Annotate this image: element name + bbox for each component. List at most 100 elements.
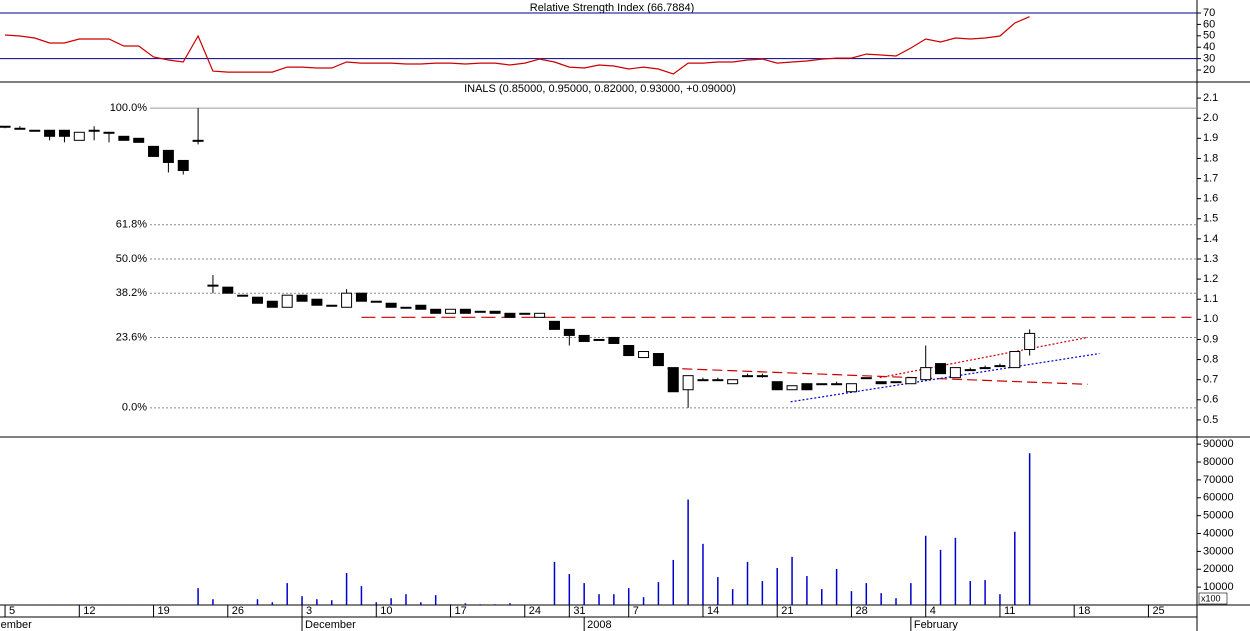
trend-line	[790, 352, 1100, 403]
volume-bar	[123, 604, 125, 605]
volume-bar	[538, 604, 541, 605]
volume-bar	[33, 604, 36, 605]
volume-bar	[286, 583, 288, 605]
candle-body	[771, 381, 783, 391]
volume-bar	[78, 604, 81, 605]
volume-bar	[434, 595, 437, 605]
volume-bar	[420, 602, 422, 605]
candle-body	[593, 338, 605, 341]
volume-bar	[256, 599, 259, 605]
volume-bar	[553, 561, 556, 605]
candle-body	[415, 304, 427, 310]
candle-body	[548, 320, 560, 330]
y-tick-label: 40000	[1203, 527, 1234, 539]
volume-bar	[627, 588, 630, 605]
candle-body	[504, 312, 516, 318]
fib-level-label: 23.6%	[116, 331, 147, 343]
fib-level-label: 0.0%	[122, 402, 147, 414]
candle-body	[756, 375, 768, 378]
volume-bar	[301, 596, 303, 605]
candle-body	[964, 369, 976, 372]
x-tick-label: 26	[232, 605, 244, 617]
x-tick-label: 10	[380, 605, 392, 617]
volume-bar	[969, 581, 972, 605]
candle-body	[430, 308, 442, 314]
y-tick-label: 60000	[1203, 492, 1234, 504]
volume-bar	[108, 604, 110, 605]
y-tick-label: 1.1	[1203, 293, 1218, 305]
y-tick-label: 30	[1203, 53, 1215, 65]
volume-bar	[821, 589, 823, 605]
y-tick-label: 90000	[1203, 438, 1234, 450]
unit-box	[1198, 592, 1228, 605]
candle-body	[563, 328, 575, 336]
month-label: December	[305, 619, 356, 631]
candle-body	[534, 312, 546, 318]
volume-bar	[212, 599, 214, 605]
y-tick-label: 80000	[1203, 456, 1234, 468]
volume-bar	[137, 604, 140, 605]
candle-body	[222, 286, 234, 294]
candle-body	[281, 294, 293, 308]
x-tick-label: 18	[1078, 605, 1090, 617]
price-title: INALS (0.85000, 0.95000, 0.82000, 0.9300…	[464, 83, 736, 95]
volume-bar	[717, 577, 719, 605]
volume-bar	[910, 583, 912, 605]
y-tick-label: 20000	[1203, 563, 1234, 575]
volume-bar	[731, 589, 734, 605]
month-label: ember	[1, 619, 33, 631]
candle-body	[742, 375, 754, 378]
y-tick-label: 1.5	[1203, 213, 1218, 225]
volume-bar	[375, 602, 378, 605]
volume-bar	[583, 583, 585, 605]
volume-bar	[642, 597, 645, 605]
candle-body	[207, 284, 219, 287]
x-tick-label: 25	[1152, 605, 1164, 617]
fib-level-label: 38.2%	[116, 287, 147, 299]
candle-body	[608, 336, 620, 344]
volume-bar	[197, 588, 199, 605]
y-tick-label: 1.7	[1203, 172, 1218, 184]
volume-bar	[464, 603, 467, 605]
candle-body	[44, 129, 56, 137]
trend-line	[667, 367, 1088, 385]
x-tick-label: 12	[83, 605, 95, 617]
y-tick-label: 30000	[1203, 545, 1234, 557]
volume-bar	[761, 581, 764, 605]
volume-bar	[924, 535, 927, 605]
month-label: 2008	[587, 619, 611, 631]
volume-bar	[702, 543, 704, 605]
volume-bar	[241, 604, 244, 605]
candle-body	[251, 296, 263, 304]
candle-body	[73, 131, 85, 141]
volume-bar	[954, 537, 957, 605]
volume-bar	[316, 599, 318, 605]
candle-body	[296, 294, 308, 302]
volume-bar	[48, 604, 51, 605]
y-tick-label: 0.6	[1203, 394, 1218, 406]
y-tick-label: 2.1	[1203, 92, 1218, 104]
candle-body	[890, 381, 902, 384]
volume-bar	[984, 580, 986, 605]
candle-body	[667, 367, 679, 393]
x-tick-label: 24	[529, 605, 541, 617]
volume-bar	[687, 499, 689, 605]
x-tick-label: 5	[9, 605, 15, 617]
candle-body	[192, 139, 204, 142]
candle-body	[474, 310, 486, 313]
y-tick-label: 1.2	[1203, 273, 1218, 285]
y-tick-label: 70	[1203, 7, 1215, 19]
candle-body	[162, 149, 174, 163]
volume-bar	[167, 604, 170, 605]
candle-body	[816, 383, 828, 386]
candle-body	[638, 351, 650, 359]
volume-bar	[182, 604, 184, 605]
x-tick-label: 31	[573, 605, 585, 617]
y-tick-label: 50	[1203, 30, 1215, 42]
candle-body	[400, 306, 412, 309]
y-tick-label: 1.0	[1203, 313, 1218, 325]
volume-bar	[1028, 453, 1031, 605]
volume-bar	[330, 600, 333, 605]
x-tick-label: 17	[455, 605, 467, 617]
